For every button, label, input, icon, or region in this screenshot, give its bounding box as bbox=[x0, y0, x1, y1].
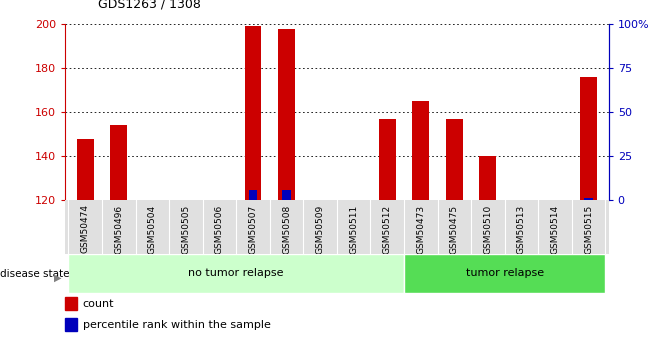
Text: GSM50515: GSM50515 bbox=[584, 204, 593, 254]
Bar bbox=[77, 139, 94, 200]
Bar bbox=[480, 156, 496, 200]
Bar bbox=[580, 77, 597, 200]
Text: GSM50473: GSM50473 bbox=[416, 204, 425, 254]
Text: GSM50514: GSM50514 bbox=[551, 204, 559, 254]
Bar bbox=[379, 119, 396, 200]
Bar bbox=[245, 26, 262, 200]
Bar bbox=[65, 297, 77, 310]
Text: GSM50512: GSM50512 bbox=[383, 204, 392, 254]
Text: GSM50509: GSM50509 bbox=[316, 204, 325, 254]
Bar bbox=[412, 101, 429, 200]
Text: GSM50506: GSM50506 bbox=[215, 204, 224, 254]
Text: no tumor relapse: no tumor relapse bbox=[189, 268, 284, 278]
Text: GSM50474: GSM50474 bbox=[81, 204, 90, 253]
Bar bbox=[68, 254, 404, 293]
Text: GSM50496: GSM50496 bbox=[115, 204, 123, 254]
Text: GSM50508: GSM50508 bbox=[282, 204, 291, 254]
Text: GSM50511: GSM50511 bbox=[349, 204, 358, 254]
Bar bbox=[65, 318, 77, 331]
Text: count: count bbox=[83, 299, 115, 309]
Text: percentile rank within the sample: percentile rank within the sample bbox=[83, 320, 271, 330]
Bar bbox=[111, 125, 127, 200]
Text: GSM50475: GSM50475 bbox=[450, 204, 459, 254]
Text: GSM50504: GSM50504 bbox=[148, 204, 157, 254]
Text: GSM50510: GSM50510 bbox=[484, 204, 492, 254]
Bar bbox=[585, 198, 593, 200]
Text: GSM50505: GSM50505 bbox=[182, 204, 190, 254]
Text: GDS1263 / 1308: GDS1263 / 1308 bbox=[98, 0, 201, 10]
Bar bbox=[446, 119, 463, 200]
Bar bbox=[404, 254, 605, 293]
Text: tumor relapse: tumor relapse bbox=[465, 268, 544, 278]
Bar bbox=[249, 189, 257, 200]
Bar bbox=[283, 189, 291, 200]
Text: disease state: disease state bbox=[0, 269, 70, 278]
Bar bbox=[278, 29, 295, 200]
Text: GSM50513: GSM50513 bbox=[517, 204, 526, 254]
Text: ▶: ▶ bbox=[54, 273, 62, 283]
Text: GSM50507: GSM50507 bbox=[249, 204, 258, 254]
